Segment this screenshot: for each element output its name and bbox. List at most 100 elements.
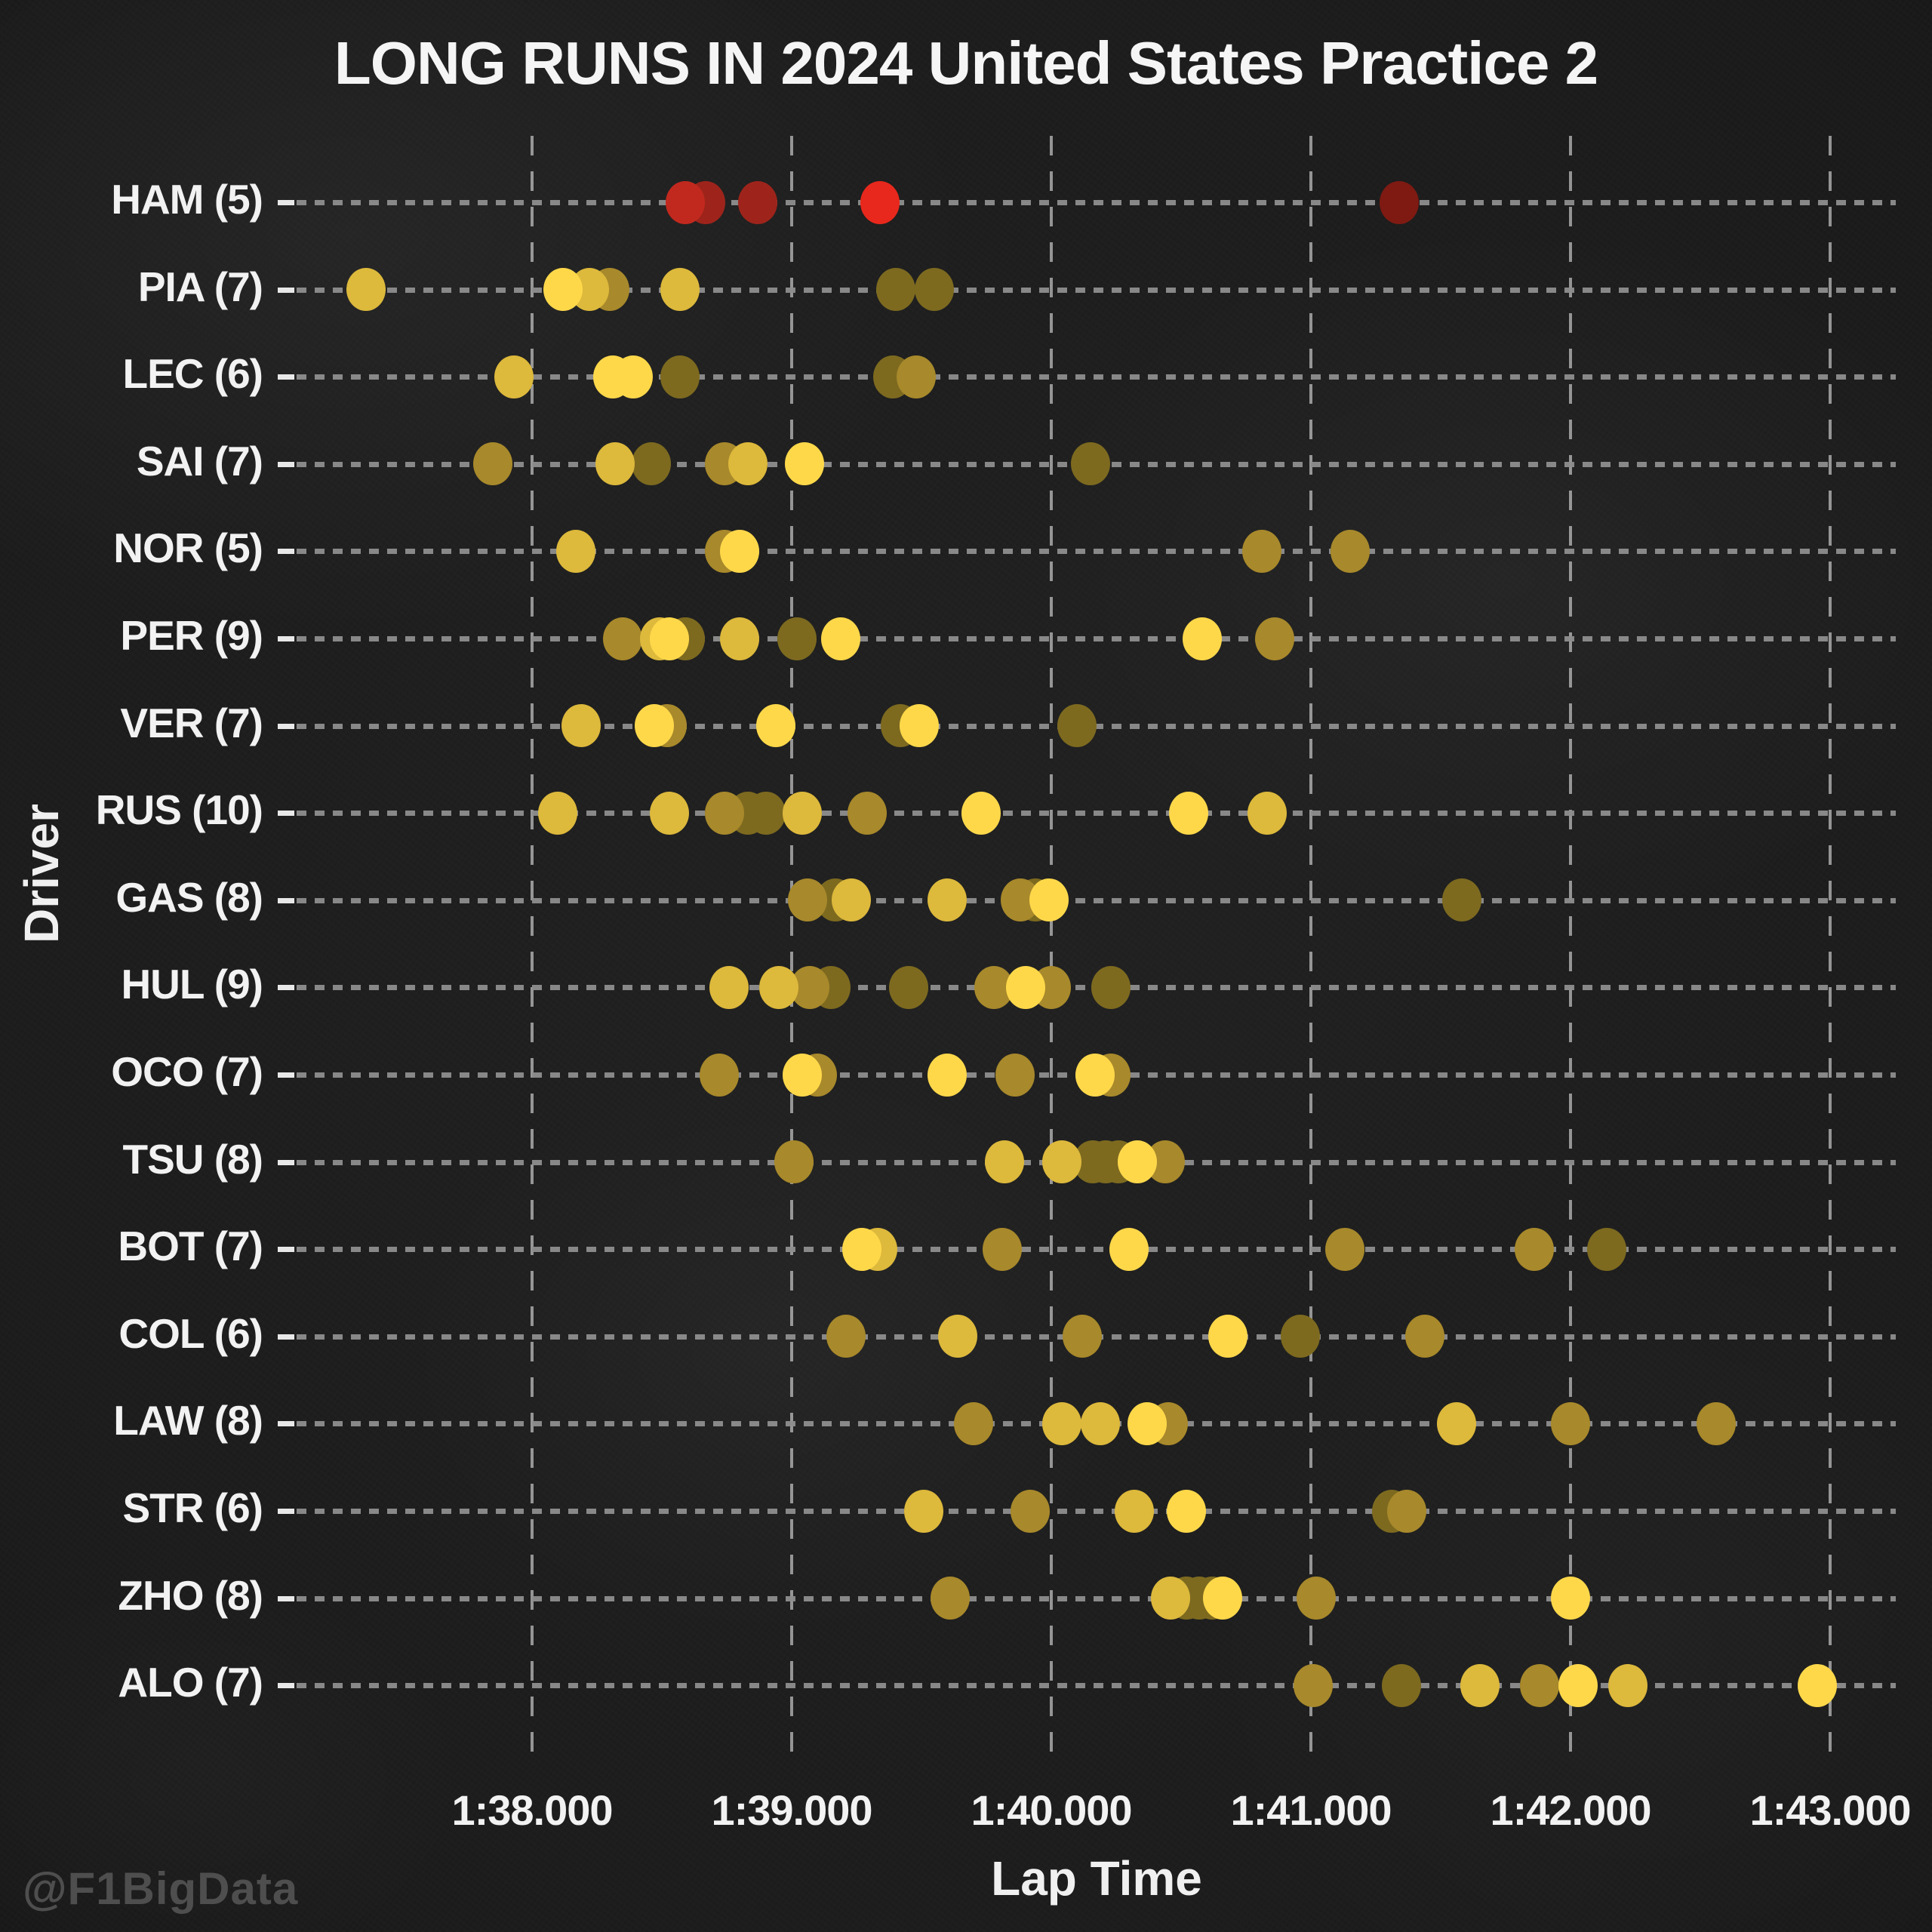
run-dot: [1296, 1577, 1336, 1620]
x-gridline: [1050, 136, 1053, 1760]
driver-label: COL (6): [118, 1309, 263, 1357]
x-gridline: [1829, 136, 1832, 1760]
x-tick-label: 1:41.000: [1230, 1786, 1392, 1834]
run-dot: [1405, 1315, 1445, 1358]
driver-row-line: [297, 549, 1896, 555]
run-dot: [1441, 878, 1481, 922]
run-dot: [915, 268, 955, 312]
x-tick-label: 1:39.000: [711, 1786, 872, 1834]
y-axis-tick: [278, 1595, 294, 1601]
run-dot: [875, 268, 915, 312]
run-dot: [1696, 1401, 1736, 1445]
run-dot: [1011, 1489, 1051, 1533]
run-dot: [982, 1227, 1022, 1271]
run-dot: [650, 617, 690, 660]
watermark: @F1BigData: [23, 1863, 299, 1914]
run-dot: [1519, 1663, 1559, 1707]
run-dot: [561, 704, 601, 748]
run-dot: [543, 268, 583, 312]
driver-label: ZHO (8): [118, 1571, 263, 1619]
run-dot: [777, 617, 817, 660]
run-dot: [1797, 1663, 1837, 1707]
x-tick-label: 1:43.000: [1749, 1786, 1911, 1834]
y-axis-tick: [278, 461, 294, 467]
run-dot: [660, 355, 700, 398]
run-dot: [985, 1140, 1025, 1184]
driver-label: LAW (8): [113, 1397, 263, 1444]
run-dot: [888, 965, 928, 1009]
run-dot: [860, 180, 900, 224]
run-dot: [738, 180, 778, 224]
run-dot: [1387, 1489, 1427, 1533]
run-dot: [746, 791, 786, 835]
run-dot: [1128, 1401, 1168, 1445]
run-dot: [556, 529, 596, 573]
x-axis-label: Lap Time: [991, 1851, 1202, 1906]
run-dot: [1254, 617, 1294, 660]
run-dot: [720, 529, 760, 573]
run-dot: [1294, 1663, 1334, 1707]
y-axis-tick: [278, 1421, 294, 1427]
run-dot: [1379, 180, 1419, 224]
run-dot: [1330, 529, 1370, 573]
run-dot: [841, 1227, 881, 1271]
driver-label: SAI (7): [136, 437, 263, 485]
y-axis-tick: [278, 811, 294, 817]
run-dot: [785, 442, 825, 486]
y-axis-tick: [278, 1159, 294, 1165]
run-dot: [1063, 1315, 1103, 1358]
driver-label: ALO (7): [118, 1659, 263, 1706]
run-dot: [1041, 1401, 1081, 1445]
run-dot: [847, 791, 887, 835]
x-gridline: [790, 136, 793, 1760]
run-dot: [782, 1053, 822, 1097]
run-dot: [632, 442, 672, 486]
x-gridline: [1309, 136, 1312, 1760]
driver-row-line: [297, 897, 1896, 903]
driver-row-line: [297, 374, 1896, 380]
driver-row-line: [297, 1247, 1896, 1253]
run-dot: [938, 1315, 978, 1358]
run-dot: [1551, 1401, 1590, 1445]
run-dot: [538, 791, 578, 835]
driver-label: PER (9): [120, 612, 263, 659]
y-axis-tick: [278, 1683, 294, 1689]
y-axis-tick: [278, 549, 294, 555]
run-dot: [832, 878, 872, 922]
driver-row-line: [297, 287, 1896, 293]
y-axis-tick: [278, 897, 294, 903]
run-dot: [709, 965, 749, 1009]
run-dot: [899, 704, 939, 748]
run-dot: [821, 617, 861, 660]
y-axis-tick: [278, 1072, 294, 1078]
run-dot: [603, 617, 643, 660]
run-dot: [1607, 1663, 1647, 1707]
run-dot: [1117, 1140, 1157, 1184]
driver-label: STR (6): [122, 1484, 264, 1531]
run-dot: [1081, 1401, 1121, 1445]
run-dot: [1514, 1227, 1554, 1271]
driver-label: NOR (5): [113, 525, 263, 572]
y-axis-tick: [278, 636, 294, 641]
run-dot: [1057, 704, 1097, 748]
run-dot: [928, 1053, 968, 1097]
driver-row-line: [297, 200, 1896, 205]
x-tick-label: 1:42.000: [1490, 1786, 1651, 1834]
driver-label: HUL (9): [121, 961, 263, 1008]
y-axis-tick: [278, 1247, 294, 1253]
x-gridline: [1569, 136, 1572, 1760]
y-axis-tick: [278, 200, 294, 205]
run-dot: [1247, 791, 1287, 835]
run-dot: [1436, 1401, 1476, 1445]
run-dot: [473, 442, 513, 486]
run-dot: [1281, 1315, 1321, 1358]
run-dot: [1151, 1577, 1191, 1620]
driver-label: RUS (10): [95, 786, 263, 834]
driver-row-line: [297, 636, 1896, 641]
driver-row-line: [297, 1683, 1896, 1689]
run-dot: [961, 791, 1001, 835]
run-dot: [1558, 1663, 1598, 1707]
run-dot: [758, 965, 798, 1009]
y-axis-tick: [278, 1334, 294, 1340]
run-dot: [928, 878, 968, 922]
